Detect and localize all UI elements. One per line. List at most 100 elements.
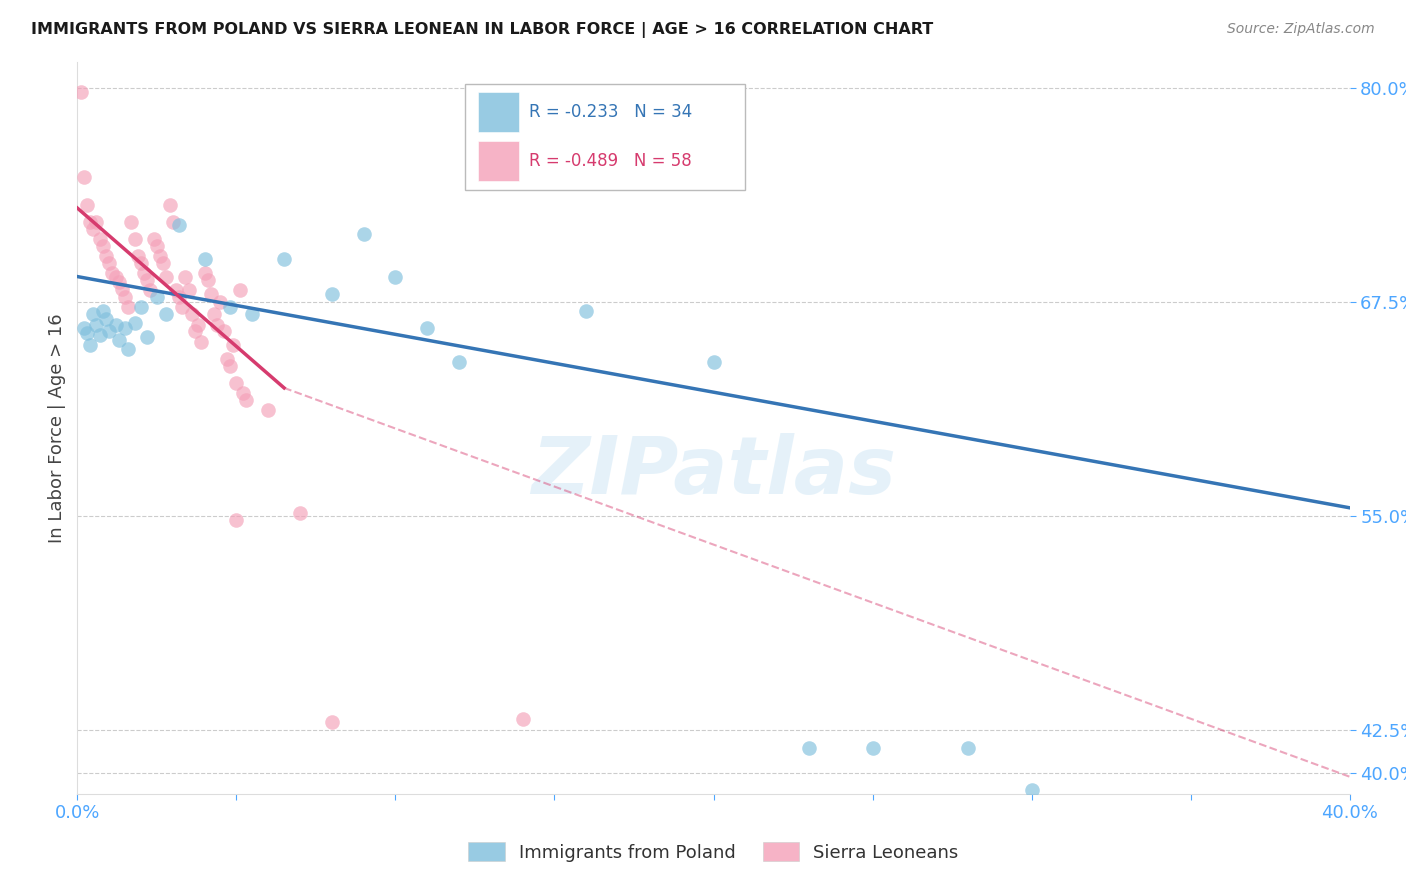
Point [69,85,91,99]
Point [209,295,232,310]
Point [146,238,169,252]
Point [232,386,254,401]
Text: R = -0.489   N = 58: R = -0.489 N = 58 [529,153,692,170]
Point [177,283,200,297]
Point [219,301,242,315]
Text: IMMIGRANTS FROM POLAND VS SIERRA LEONEAN IN LABOR FORCE | AGE > 16 CORRELATION C: IMMIGRANTS FROM POLAND VS SIERRA LEONEAN… [31,22,934,38]
Point [117,301,139,315]
Point [107,275,129,289]
Point [104,269,127,284]
Point [257,403,280,417]
Point [862,740,884,755]
Point [111,281,134,295]
Point [107,333,129,347]
Point [222,338,245,352]
Point [129,256,152,270]
Point [512,712,534,726]
Point [167,218,190,232]
Point [142,232,165,246]
Point [155,269,177,284]
Point [162,215,184,229]
Point [82,221,104,235]
Point [94,312,117,326]
Point [167,290,190,304]
Point [449,355,471,369]
Point [76,197,98,211]
Text: ZIPatlas: ZIPatlas [531,433,896,511]
Point [288,506,311,520]
Point [101,266,124,280]
Point [114,321,136,335]
Point [219,359,242,373]
Point [91,303,114,318]
Point [187,318,209,332]
Point [89,327,111,342]
Point [174,269,197,284]
Point [165,283,187,297]
Point [225,376,247,390]
Point [797,740,820,755]
Point [104,318,127,332]
Point [575,303,598,318]
Point [76,326,98,340]
FancyBboxPatch shape [478,92,519,132]
Legend: Immigrants from Poland, Sierra Leoneans: Immigrants from Poland, Sierra Leoneans [461,835,966,869]
Point [127,249,149,263]
Point [155,307,177,321]
Point [134,266,156,280]
Point [215,351,238,366]
Point [79,338,101,352]
Point [194,252,217,267]
Point [957,740,980,755]
Point [98,324,121,338]
Point [703,355,725,369]
Point [172,301,194,315]
Point [98,256,121,270]
Point [416,321,439,335]
Point [136,329,159,343]
Point [146,290,169,304]
Point [124,316,146,330]
FancyBboxPatch shape [478,141,519,181]
Point [321,714,343,729]
Point [190,334,212,349]
FancyBboxPatch shape [465,85,745,191]
Point [91,238,114,252]
Point [73,170,96,185]
Point [184,324,207,338]
Point [353,227,375,241]
Point [114,290,136,304]
Point [228,283,250,297]
Point [180,307,202,321]
Point [86,215,108,229]
Point [152,256,174,270]
Point [86,318,108,332]
Point [129,301,152,315]
Point [82,307,104,321]
Point [117,342,139,356]
Point [212,324,235,338]
Text: Source: ZipAtlas.com: Source: ZipAtlas.com [1227,22,1375,37]
Point [124,232,146,246]
Point [120,215,142,229]
Point [139,283,162,297]
Point [89,232,111,246]
Point [200,286,222,301]
Point [225,513,247,527]
Point [136,273,159,287]
Point [273,252,295,267]
Point [197,273,219,287]
Point [1021,783,1043,797]
Point [207,318,229,332]
Point [240,307,263,321]
Point [149,249,172,263]
Point [194,266,217,280]
Point [235,392,257,407]
Point [384,269,406,284]
Text: R = -0.233   N = 34: R = -0.233 N = 34 [529,103,692,121]
Point [159,197,181,211]
Point [79,215,101,229]
Point [94,249,117,263]
Y-axis label: In Labor Force | Age > 16: In Labor Force | Age > 16 [48,313,66,543]
Point [73,321,96,335]
